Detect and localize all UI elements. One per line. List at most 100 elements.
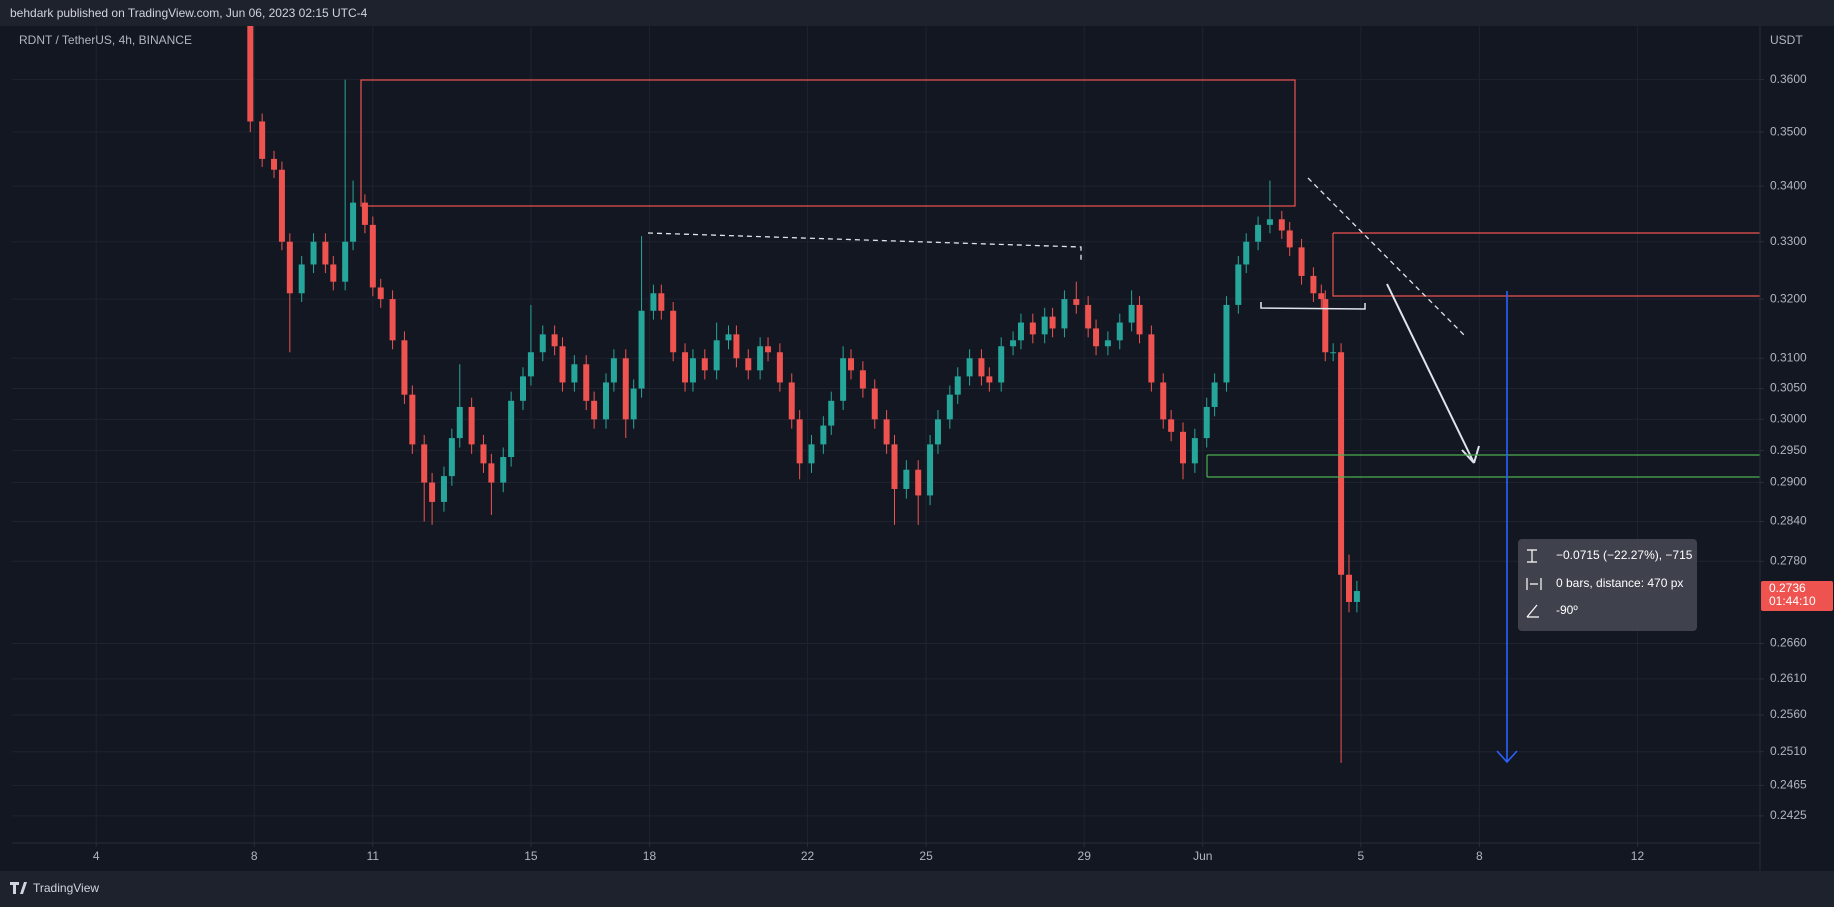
candle-body: [788, 382, 795, 420]
candle-body: [638, 310, 645, 389]
candle-body: [1116, 322, 1123, 341]
symbol-title: RDNT / TetherUS, 4h, BINANCE: [19, 33, 192, 47]
candle-body: [871, 388, 878, 420]
candle-body: [828, 400, 835, 426]
candle-body: [848, 358, 855, 371]
y-tick-label: 0.2840: [1770, 514, 1807, 528]
candle-body: [859, 370, 866, 389]
candle-body: [820, 425, 827, 445]
resistance-zone: [1332, 232, 1760, 297]
brand: TradingView: [10, 881, 99, 895]
candle-body: [1318, 293, 1325, 300]
candle-body: [539, 334, 546, 353]
last-price-tag: [1761, 581, 1833, 612]
candle-body: [682, 352, 689, 383]
y-tick-label: 0.2510: [1770, 744, 1807, 758]
range-line: [1260, 302, 1366, 310]
supply-zone: [360, 79, 1296, 207]
brand-logo: [10, 882, 27, 894]
candle-body: [361, 202, 368, 225]
candle-body: [630, 388, 637, 420]
header-bar: [0, 0, 1834, 26]
candle-body: [757, 346, 764, 371]
y-tick-label: 0.3000: [1770, 412, 1807, 426]
candle-body: [440, 476, 447, 502]
candle-body: [966, 358, 973, 377]
x-tick-label: 25: [919, 849, 933, 863]
candle-body: [1128, 304, 1135, 323]
x-tick-label: 15: [524, 849, 538, 863]
candle-body: [610, 358, 617, 383]
candle-body: [622, 358, 629, 420]
candle-body: [429, 482, 436, 502]
candle-body: [796, 419, 803, 464]
y-tick-label: 0.2780: [1770, 553, 1807, 567]
y-tick-label: 0.2950: [1770, 443, 1807, 457]
candle-body: [915, 469, 922, 496]
angle-icon: [1526, 604, 1539, 618]
candle-body: [520, 376, 527, 401]
candle-body: [1211, 382, 1218, 407]
candle-body: [1093, 328, 1100, 347]
candle-body: [927, 444, 934, 496]
y-tick-label: 0.3050: [1770, 381, 1807, 395]
candle-body: [278, 169, 285, 242]
candle-body: [1010, 340, 1017, 347]
candle-body: [1286, 230, 1293, 248]
currency-label: USDT: [1770, 33, 1803, 47]
tooltip-box: [1518, 539, 1697, 631]
candle-body: [342, 241, 349, 282]
candle-body: [1148, 334, 1155, 383]
x-tick-label: 29: [1078, 849, 1092, 863]
candle-body: [401, 340, 408, 395]
y-tick-label: 0.2465: [1770, 778, 1807, 792]
candle-body: [369, 224, 376, 288]
candle-body: [456, 406, 463, 439]
x-tick-label: 18: [643, 849, 657, 863]
candle-body: [1235, 264, 1242, 305]
x-tick-label: 5: [1357, 849, 1364, 863]
y-tick-label: 0.2900: [1770, 475, 1807, 489]
x-tick-label: 22: [801, 849, 815, 863]
candle-body: [670, 310, 677, 353]
candle-body: [322, 241, 329, 265]
candle-body: [1029, 322, 1036, 335]
candle-body: [247, 26, 254, 122]
candle-body: [650, 293, 657, 311]
candle-body: [1136, 304, 1143, 335]
x-tick-label: 11: [367, 849, 380, 863]
x-tick-label: Jun: [1193, 849, 1212, 863]
candle-body: [377, 287, 384, 300]
candle-body: [658, 293, 665, 311]
candle-body: [883, 419, 890, 445]
price-icon: [1527, 549, 1537, 563]
candle-body: [1345, 574, 1352, 602]
candle-body: [508, 400, 515, 458]
candle-body: [480, 444, 487, 464]
candle-body: [591, 400, 598, 420]
y-tick-label: 0.3500: [1770, 124, 1807, 138]
candle-body: [1243, 241, 1250, 265]
y-tick-label: 0.3400: [1770, 178, 1807, 192]
candle-body: [1255, 224, 1262, 242]
candle-body: [602, 382, 609, 420]
candle-body: [1041, 316, 1048, 335]
publisher-line: behdark published on TradingView.com, Ju…: [10, 6, 368, 20]
y-tick-label: 0.3300: [1770, 234, 1807, 248]
candle-body: [701, 358, 708, 371]
candle-body: [1160, 382, 1167, 420]
candle-body: [986, 376, 993, 383]
candle-body: [271, 158, 278, 170]
footer-bar: [0, 871, 1834, 907]
candle-body: [488, 463, 495, 483]
candle-body: [1338, 352, 1345, 575]
candle-body: [1061, 299, 1068, 329]
candle-body: [840, 358, 847, 401]
candle-body: [1104, 340, 1111, 347]
candle-body: [776, 352, 783, 383]
candle-body: [286, 241, 293, 294]
candle-body: [500, 457, 507, 483]
y-tick-label: 0.2560: [1770, 707, 1807, 721]
